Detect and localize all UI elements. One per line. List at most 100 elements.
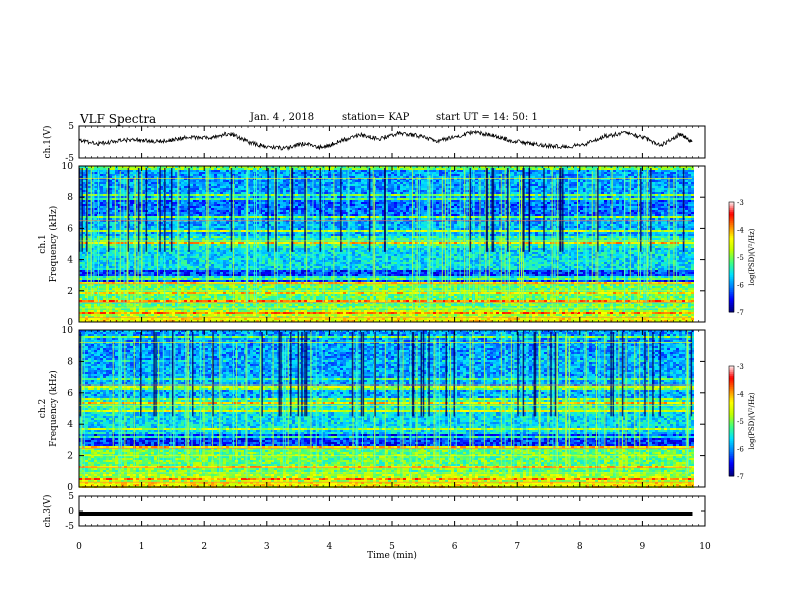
ch1-spectrogram-column [514,166,517,322]
ch2-spectrogram-column [619,330,622,488]
ch1-spectrogram-column [328,166,331,322]
ch1-voltage-y-axis-label: ch.1(V) [42,126,53,159]
ch2-spectrogram-y-tick-label: 0 [67,483,73,493]
ch1-spectrogram-column [685,166,688,322]
ch2-spectrogram-column [661,330,664,488]
ch1-spectrogram-column [535,166,538,322]
ch2-spectrogram-column [229,330,232,488]
ch2-spectrogram-column [196,330,199,488]
ch1-spectrogram-y-axis-label: Frequency (kHz) [48,206,59,283]
ch2-spectrogram-column [493,330,496,488]
ch1-spectrogram-column [451,166,454,322]
ch2-spectrogram-column [544,330,547,488]
ch2-spectrogram-column [577,330,580,488]
ch2-spectrogram-column [208,330,211,488]
ch2-spectrogram-column [166,330,169,488]
ch1-spectrogram-column [148,166,151,322]
ch1-spectrogram-column [496,166,499,322]
ch2-spectrogram-column [364,330,367,488]
ch2-spectrogram-column [592,330,595,488]
ch1-voltage-y-tick-label: 5 [68,122,74,132]
ch2-spectrogram-column [253,330,256,488]
ch2-spectrogram-column [541,330,544,488]
ch2-spectrogram-column [370,330,373,488]
ch1-spectrogram-column [394,166,397,322]
ch1-spectrogram-column [352,166,355,322]
ch1-spectrogram-column [376,166,379,322]
ch1-spectrogram-column [388,166,391,322]
ch2-spectrogram-column [241,330,244,488]
ch1-spectrogram-column [661,166,664,322]
ch2-spectrogram-column [358,330,361,488]
ch1-spectrogram-column [631,166,634,322]
ch1-spectrogram-column [358,166,361,322]
ch2-spectrogram-column [478,330,481,488]
ch2-spectrogram-column [508,330,511,488]
ch1-spectrogram-column [589,166,592,322]
ch2-spectrogram-column [346,330,349,488]
ch2-spectrogram-column [436,330,439,488]
ch2-spectrogram-column [94,330,97,488]
ch2-spectrogram-column [265,330,268,488]
ch1-spectrogram-column [241,166,244,322]
ch2-spectrogram-y-tick-label: 4 [67,420,73,430]
ch2-spectrogram-column [490,330,493,488]
ch1-spectrogram-column [190,166,193,322]
ch1-spectrogram-column [601,166,604,322]
ch2-spectrogram-column [319,330,322,488]
ch1-spectrogram-column [325,166,328,322]
ch2-spectrogram-colorbar-tick-label: -7 [737,473,744,481]
ch2-spectrogram-column [406,330,409,488]
ch1-spectrogram-column [286,166,289,322]
ch3-voltage-y-tick-label: 0 [68,507,74,517]
ch1-spectrogram-column [397,166,400,322]
ch2-spectrogram-column [514,330,517,488]
ch2-spectrogram-colorbar-tick-label: -4 [737,391,744,399]
ch1-spectrogram-column [361,166,364,322]
ch1-spectrogram-column [112,166,115,322]
ch3-voltage-y-tick-label: 5 [68,492,74,502]
ch1-spectrogram-column [364,166,367,322]
ch2-spectrogram-y-tick-label: 10 [62,326,74,336]
ch1-spectrogram-column [280,166,283,322]
ch1-spectrogram-channel-label: ch.1 [38,234,48,253]
ch1-spectrogram-column [658,166,661,322]
ch1-spectrogram-y-tick-label: 4 [67,256,73,266]
ch1-spectrogram-column [421,166,424,322]
ch1-spectrogram-column [403,166,406,322]
ch2-spectrogram-column [667,330,670,488]
x-tick-label: 10 [699,542,711,552]
ch1-spectrogram-column [142,166,145,322]
ch1-spectrogram-column [691,166,694,322]
ch3-voltage-y-tick-label: -5 [65,522,74,532]
ch2-spectrogram-column [607,330,610,488]
x-tick-label: 7 [514,542,520,552]
ch1-spectrogram-column [532,166,535,322]
ch2-spectrogram-column [91,330,94,488]
ch2-spectrogram-column [601,330,604,488]
ch2-spectrogram-column [325,330,328,488]
ch1-spectrogram-column [193,166,196,322]
ch2-spectrogram-column [571,330,574,488]
ch1-spectrogram-colorbar-tick-label: -4 [737,227,744,235]
ch1-spectrogram-column [94,166,97,322]
ch1-spectrogram-column [433,166,436,322]
ch1-spectrogram-column [670,166,673,322]
ch2-spectrogram-column [502,330,505,488]
ch1-spectrogram-column [370,166,373,322]
ch1-spectrogram-column [391,166,394,322]
ch1-spectrogram-column [154,166,157,322]
ch1-spectrogram-column [475,166,478,322]
ch2-spectrogram-column [559,330,562,488]
ch2-spectrogram-column [313,330,316,488]
ch1-spectrogram-column [223,166,226,322]
ch2-spectrogram-column [640,330,643,488]
ch1-spectrogram-column [424,166,427,322]
ch2-spectrogram-column [331,330,334,488]
x-tick-label: 4 [327,542,333,552]
ch1-spectrogram-column [184,166,187,322]
ch1-spectrogram-column [571,166,574,322]
ch2-spectrogram-column [223,330,226,488]
ch1-spectrogram-colorbar-tick-label: -5 [737,254,744,262]
